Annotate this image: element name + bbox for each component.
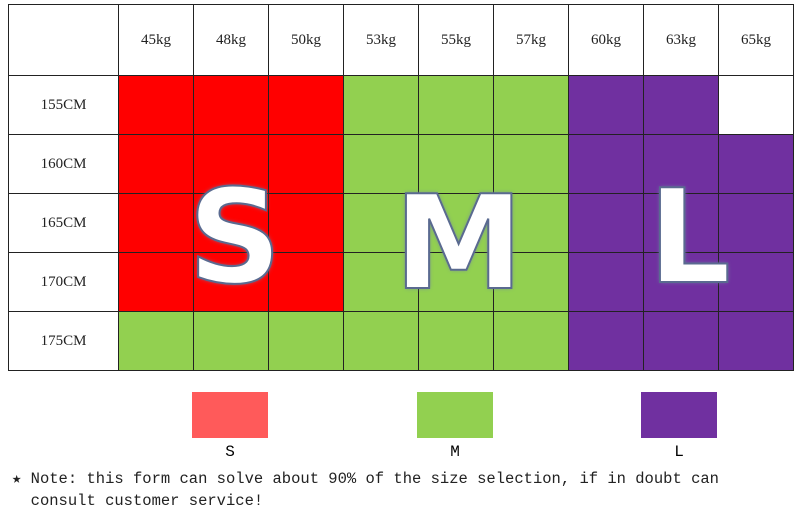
legend-swatch-s — [192, 392, 268, 438]
size-cell-l — [643, 75, 719, 135]
legend-swatch-l — [641, 392, 717, 438]
size-cell-s — [268, 252, 344, 312]
size-cell-s — [118, 193, 194, 253]
size-cell-m — [268, 311, 344, 371]
weight-header: 63kg — [643, 4, 719, 76]
legend-label-m: M — [450, 443, 460, 461]
legend-swatch-m — [417, 392, 493, 438]
size-l-overlay: L — [647, 161, 732, 313]
size-cell-empty — [718, 75, 794, 135]
size-cell-l — [718, 311, 794, 371]
star-icon: ★ — [12, 470, 22, 488]
size-cell-m — [343, 311, 419, 371]
size-cell-m — [493, 75, 569, 135]
size-cell-m — [343, 252, 419, 312]
size-cell-s — [193, 134, 269, 194]
size-cell-s — [118, 75, 194, 135]
size-m-overlay: M — [393, 167, 524, 319]
size-cell-m — [493, 252, 569, 312]
size-cell-l — [568, 252, 644, 312]
size-cell-m — [493, 193, 569, 253]
size-cell-m — [193, 311, 269, 371]
weight-header: 45kg — [118, 4, 194, 76]
size-chart-table: 45kg 48kg 50kg 53kg 55kg 57kg 60kg 63kg 65kg 155C… — [8, 4, 794, 371]
header-row: 45kg 48kg 50kg 53kg 55kg 57kg 60kg 63kg 65kg — [8, 4, 794, 76]
size-cell-m — [493, 311, 569, 371]
weight-header: 60kg — [568, 4, 644, 76]
table-row: 155CM — [8, 75, 794, 135]
size-cell-m — [493, 134, 569, 194]
weight-header: 53kg — [343, 4, 419, 76]
size-cell-m — [118, 311, 194, 371]
weight-header: 55kg — [418, 4, 494, 76]
height-header: 155CM — [8, 75, 119, 135]
size-cell-l — [568, 311, 644, 371]
table-row: 160CM — [8, 134, 794, 194]
weight-header: 57kg — [493, 4, 569, 76]
size-cell-l — [568, 134, 644, 194]
height-header: 175CM — [8, 311, 119, 371]
size-cell-m — [418, 311, 494, 371]
size-cell-l — [643, 311, 719, 371]
size-cell-m — [418, 193, 494, 253]
size-cell-s — [268, 134, 344, 194]
table-row: 165CM — [8, 193, 794, 253]
note-text: Note: this form can solve about 90% of t… — [30, 470, 719, 510]
size-cell-m — [343, 134, 419, 194]
corner-cell — [8, 4, 119, 76]
weight-header: 50kg — [268, 4, 344, 76]
size-cell-s — [193, 193, 269, 253]
size-cell-l — [718, 134, 794, 194]
size-cell-s — [193, 75, 269, 135]
size-cell-s — [268, 193, 344, 253]
size-cell-s — [118, 134, 194, 194]
height-header: 165CM — [8, 193, 119, 253]
size-cell-s — [268, 75, 344, 135]
size-cell-l — [643, 193, 719, 253]
size-cell-l — [568, 193, 644, 253]
table-row: 170CM — [8, 252, 794, 312]
weight-header: 65kg — [718, 4, 794, 76]
table-row: 175CM — [8, 311, 794, 371]
weight-header: 48kg — [193, 4, 269, 76]
height-header: 170CM — [8, 252, 119, 312]
size-cell-s — [118, 252, 194, 312]
size-cell-m — [343, 75, 419, 135]
legend-label-l: L — [674, 443, 684, 461]
note: ★ Note: this form can solve about 90% of… — [12, 468, 792, 512]
size-cell-s — [193, 252, 269, 312]
size-cell-l — [568, 75, 644, 135]
legend-label-s: S — [225, 443, 235, 461]
size-s-overlay: S — [187, 161, 283, 313]
height-header: 160CM — [8, 134, 119, 194]
size-cell-m — [418, 75, 494, 135]
size-cell-l — [643, 134, 719, 194]
size-cell-l — [718, 193, 794, 253]
